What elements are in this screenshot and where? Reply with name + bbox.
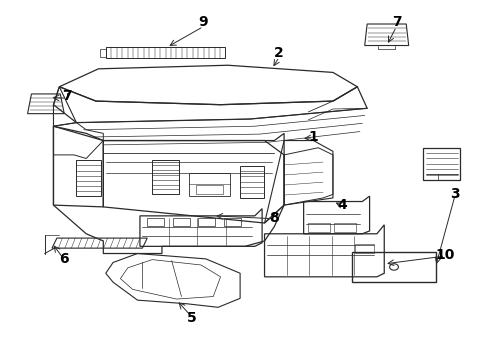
Bar xyxy=(172,218,190,226)
Text: 10: 10 xyxy=(436,248,455,262)
Text: 4: 4 xyxy=(338,198,347,212)
Bar xyxy=(223,218,241,226)
Text: 6: 6 xyxy=(59,252,69,266)
Bar xyxy=(423,148,460,180)
Bar xyxy=(147,218,164,226)
Bar xyxy=(355,244,374,253)
Text: 7: 7 xyxy=(392,15,401,29)
Text: 8: 8 xyxy=(270,211,279,225)
Text: 3: 3 xyxy=(450,187,460,201)
Bar xyxy=(198,218,215,226)
Text: 5: 5 xyxy=(186,311,196,325)
Bar xyxy=(106,47,225,58)
Bar xyxy=(189,173,230,196)
Bar xyxy=(352,252,436,282)
Text: 1: 1 xyxy=(309,130,318,144)
Bar xyxy=(76,160,101,196)
Text: 2: 2 xyxy=(274,46,284,60)
Bar xyxy=(152,160,179,194)
Bar xyxy=(308,223,330,232)
Bar xyxy=(196,185,223,194)
Bar xyxy=(240,166,264,198)
Text: 7: 7 xyxy=(62,89,72,103)
Text: 9: 9 xyxy=(198,15,208,29)
Bar xyxy=(334,223,356,232)
